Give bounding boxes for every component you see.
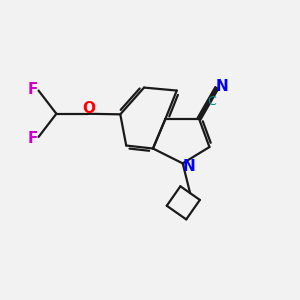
Text: N: N bbox=[183, 159, 196, 174]
Text: C: C bbox=[207, 95, 216, 108]
Text: F: F bbox=[27, 82, 38, 97]
Text: N: N bbox=[216, 79, 229, 94]
Text: F: F bbox=[27, 131, 38, 146]
Text: O: O bbox=[82, 101, 96, 116]
